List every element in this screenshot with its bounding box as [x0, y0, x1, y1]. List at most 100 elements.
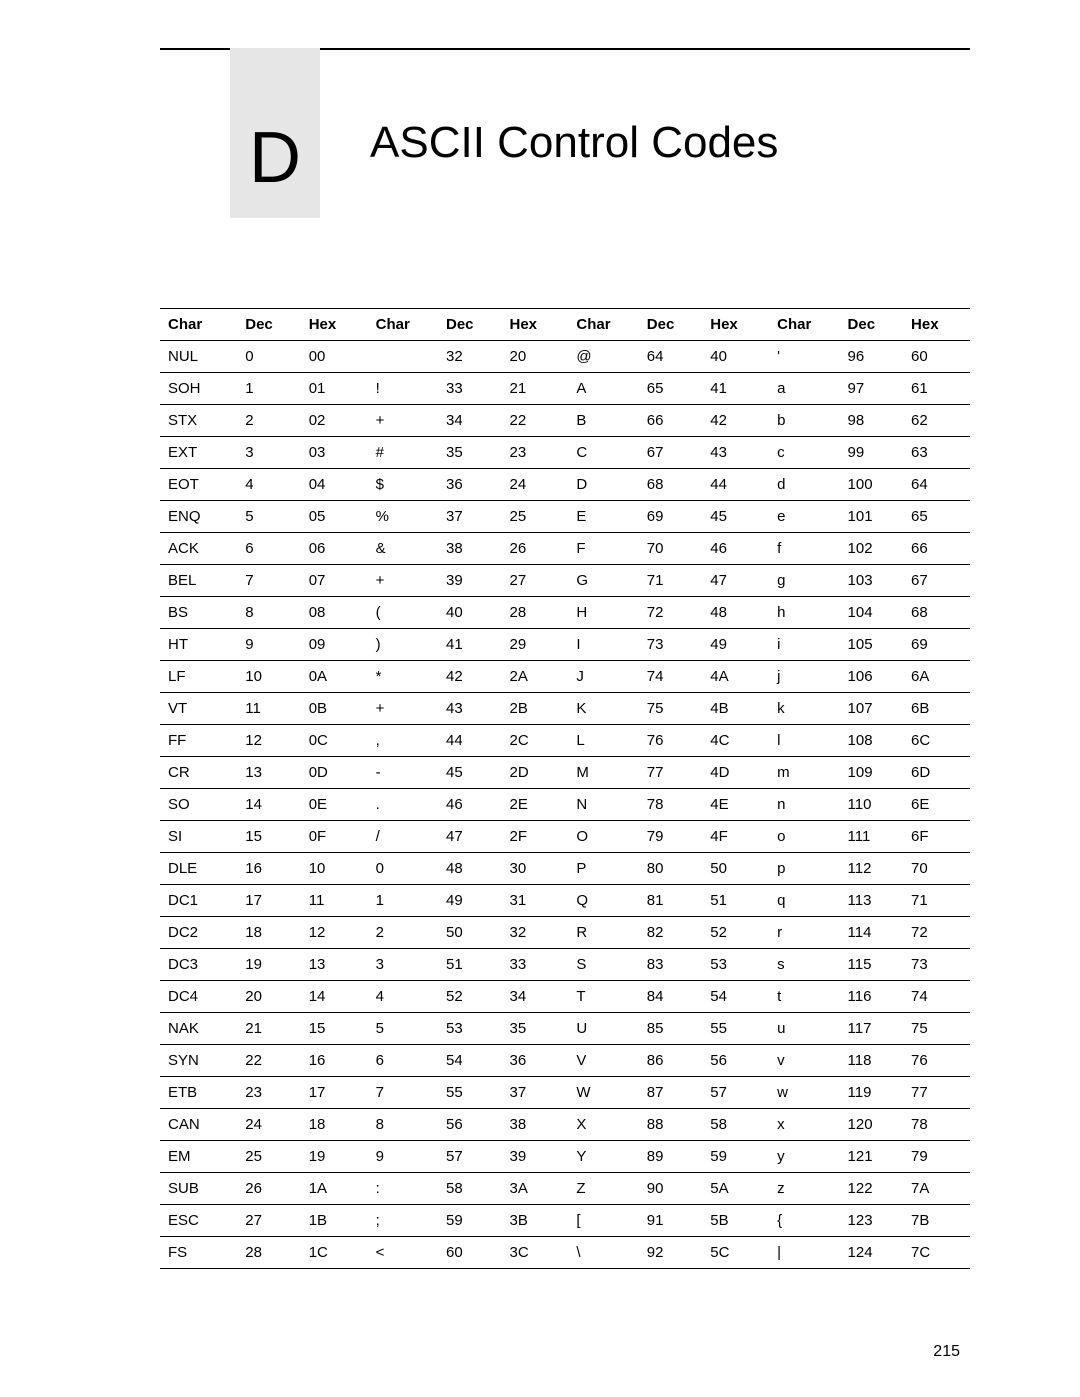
table-cell: 22: [501, 405, 568, 437]
table-cell: K: [568, 693, 638, 725]
table-cell: C: [568, 437, 638, 469]
table-cell: SOH: [160, 373, 237, 405]
table-cell: ;: [368, 1205, 438, 1237]
table-cell: 7: [237, 565, 300, 597]
table-cell: f: [769, 533, 839, 565]
table-cell: 104: [840, 597, 903, 629]
table-cell: SO: [160, 789, 237, 821]
table-cell: 19: [301, 1141, 368, 1173]
table-cell: 12: [237, 725, 300, 757]
table-cell: 04: [301, 469, 368, 501]
table-cell: 4: [368, 981, 438, 1013]
table-cell: 06: [301, 533, 368, 565]
table-cell: 43: [438, 693, 501, 725]
table-cell: 18: [301, 1109, 368, 1141]
chapter-title: ASCII Control Codes: [370, 118, 778, 168]
table-cell: STX: [160, 405, 237, 437]
table-row: EM251995739Y8959y12179: [160, 1141, 970, 1173]
table-cell: ENQ: [160, 501, 237, 533]
table-cell: 56: [438, 1109, 501, 1141]
table-header-cell: Hex: [301, 309, 368, 341]
table-cell: 25: [237, 1141, 300, 1173]
table-cell: SYN: [160, 1045, 237, 1077]
table-cell: 99: [840, 437, 903, 469]
table-cell: m: [769, 757, 839, 789]
table-cell: 43: [702, 437, 769, 469]
table-cell: 3B: [501, 1205, 568, 1237]
table-cell: F: [568, 533, 638, 565]
table-cell: 61: [903, 373, 970, 405]
table-cell: 24: [237, 1109, 300, 1141]
table-cell: 6C: [903, 725, 970, 757]
table-cell: 0E: [301, 789, 368, 821]
document-page: D ASCII Control Codes CharDecHexCharDecH…: [0, 0, 1080, 1397]
table-row: CR130D-452DM774Dm1096D: [160, 757, 970, 789]
table-row: DC1171114931Q8151q11371: [160, 885, 970, 917]
table-cell: 96: [840, 341, 903, 373]
table-header-cell: Hex: [501, 309, 568, 341]
table-cell: 05: [301, 501, 368, 533]
table-cell: 7: [368, 1077, 438, 1109]
table-cell: 15: [301, 1013, 368, 1045]
table-cell: Q: [568, 885, 638, 917]
table-cell: 112: [840, 853, 903, 885]
table-cell: h: [769, 597, 839, 629]
table-row: VT110B+432BK754Bk1076B: [160, 693, 970, 725]
table-cell: (: [368, 597, 438, 629]
table-cell: 29: [501, 629, 568, 661]
table-cell: 18: [237, 917, 300, 949]
table-row: DC3191335133S8353s11573: [160, 949, 970, 981]
table-cell: 52: [438, 981, 501, 1013]
chapter-letter-box: D: [230, 48, 320, 218]
table-row: SOH101!3321A6541a9761: [160, 373, 970, 405]
table-cell: 21: [501, 373, 568, 405]
table-cell: 31: [501, 885, 568, 917]
table-cell: 66: [639, 405, 702, 437]
table-cell: 118: [840, 1045, 903, 1077]
table-cell: 84: [639, 981, 702, 1013]
table-cell: 102: [840, 533, 903, 565]
table-cell: 0F: [301, 821, 368, 853]
table-cell: j: [769, 661, 839, 693]
table-cell: 32: [501, 917, 568, 949]
table-cell: 4A: [702, 661, 769, 693]
table-cell: 114: [840, 917, 903, 949]
table-cell: ): [368, 629, 438, 661]
table-cell: 78: [903, 1109, 970, 1141]
table-cell: ': [769, 341, 839, 373]
table-cell: &: [368, 533, 438, 565]
table-cell: W: [568, 1077, 638, 1109]
table-cell: 34: [438, 405, 501, 437]
table-cell: 9: [368, 1141, 438, 1173]
table-cell: 0: [237, 341, 300, 373]
table-cell: |: [769, 1237, 839, 1269]
table-cell: 55: [438, 1077, 501, 1109]
table-cell: 85: [639, 1013, 702, 1045]
table-cell: 30: [501, 853, 568, 885]
table-cell: 39: [438, 565, 501, 597]
table-cell: 86: [639, 1045, 702, 1077]
table-row: ACK606&3826F7046f10266: [160, 533, 970, 565]
table-cell: 37: [438, 501, 501, 533]
table-header-row: CharDecHexCharDecHexCharDecHexCharDecHex: [160, 309, 970, 341]
table-cell: v: [769, 1045, 839, 1077]
table-cell: %: [368, 501, 438, 533]
table-cell: 21: [237, 1013, 300, 1045]
table-cell: 68: [639, 469, 702, 501]
table-cell: 109: [840, 757, 903, 789]
table-cell: 47: [438, 821, 501, 853]
table-cell: 7B: [903, 1205, 970, 1237]
table-cell: 28: [501, 597, 568, 629]
table-header-cell: Dec: [237, 309, 300, 341]
table-cell: 14: [301, 981, 368, 1013]
table-cell: DC3: [160, 949, 237, 981]
table-cell: 110: [840, 789, 903, 821]
table-header-cell: Dec: [438, 309, 501, 341]
table-cell: 2: [368, 917, 438, 949]
table-cell: 77: [903, 1077, 970, 1109]
table-cell: 47: [702, 565, 769, 597]
table-row: SYN221665436V8656v11876: [160, 1045, 970, 1077]
table-cell: NAK: [160, 1013, 237, 1045]
table-cell: 62: [903, 405, 970, 437]
table-cell: {: [769, 1205, 839, 1237]
